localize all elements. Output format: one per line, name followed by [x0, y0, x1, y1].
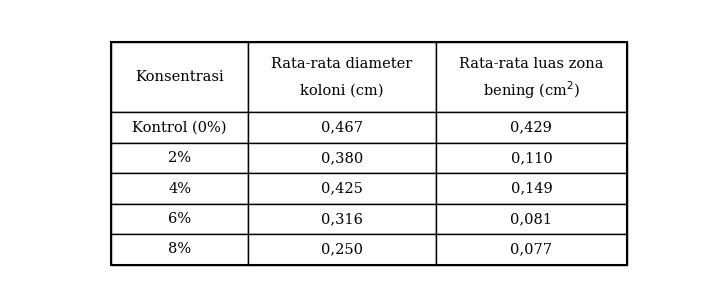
Bar [111, 204, 248, 234]
Text: 0,110: 0,110 [510, 151, 552, 165]
Text: 0,429: 0,429 [510, 121, 552, 135]
Bar [248, 204, 436, 234]
Bar [111, 143, 248, 173]
Text: Kontrol (0%): Kontrol (0%) [132, 121, 227, 135]
Bar [436, 143, 627, 173]
Text: 0,250: 0,250 [321, 243, 363, 257]
Bar [248, 112, 436, 143]
Bar [436, 42, 627, 112]
Text: 0,149: 0,149 [510, 181, 552, 195]
Text: Rata-rata diameter: Rata-rata diameter [271, 57, 413, 71]
Text: 0,380: 0,380 [321, 151, 363, 165]
Bar [436, 173, 627, 204]
Bar [248, 42, 436, 112]
Bar [248, 234, 436, 265]
Bar [436, 234, 627, 265]
Text: 0,077: 0,077 [510, 243, 552, 257]
Text: Rata-rata luas zona: Rata-rata luas zona [459, 57, 603, 71]
Bar [111, 112, 248, 143]
Text: 0,425: 0,425 [321, 181, 363, 195]
Text: 4%: 4% [168, 181, 191, 195]
Text: bening (cm$^{2}$): bening (cm$^{2}$) [483, 79, 580, 101]
Bar [111, 42, 248, 112]
Text: koloni (cm): koloni (cm) [300, 83, 384, 97]
Text: 0,316: 0,316 [321, 212, 363, 226]
Text: 8%: 8% [168, 243, 191, 257]
Bar [436, 112, 627, 143]
Text: 0,467: 0,467 [321, 121, 363, 135]
Bar [111, 173, 248, 204]
Bar [248, 143, 436, 173]
Bar [436, 204, 627, 234]
Text: 2%: 2% [168, 151, 191, 165]
Bar [111, 234, 248, 265]
Text: Konsentrasi: Konsentrasi [135, 70, 224, 84]
Bar [248, 173, 436, 204]
Text: 0,081: 0,081 [510, 212, 552, 226]
Text: 6%: 6% [168, 212, 191, 226]
